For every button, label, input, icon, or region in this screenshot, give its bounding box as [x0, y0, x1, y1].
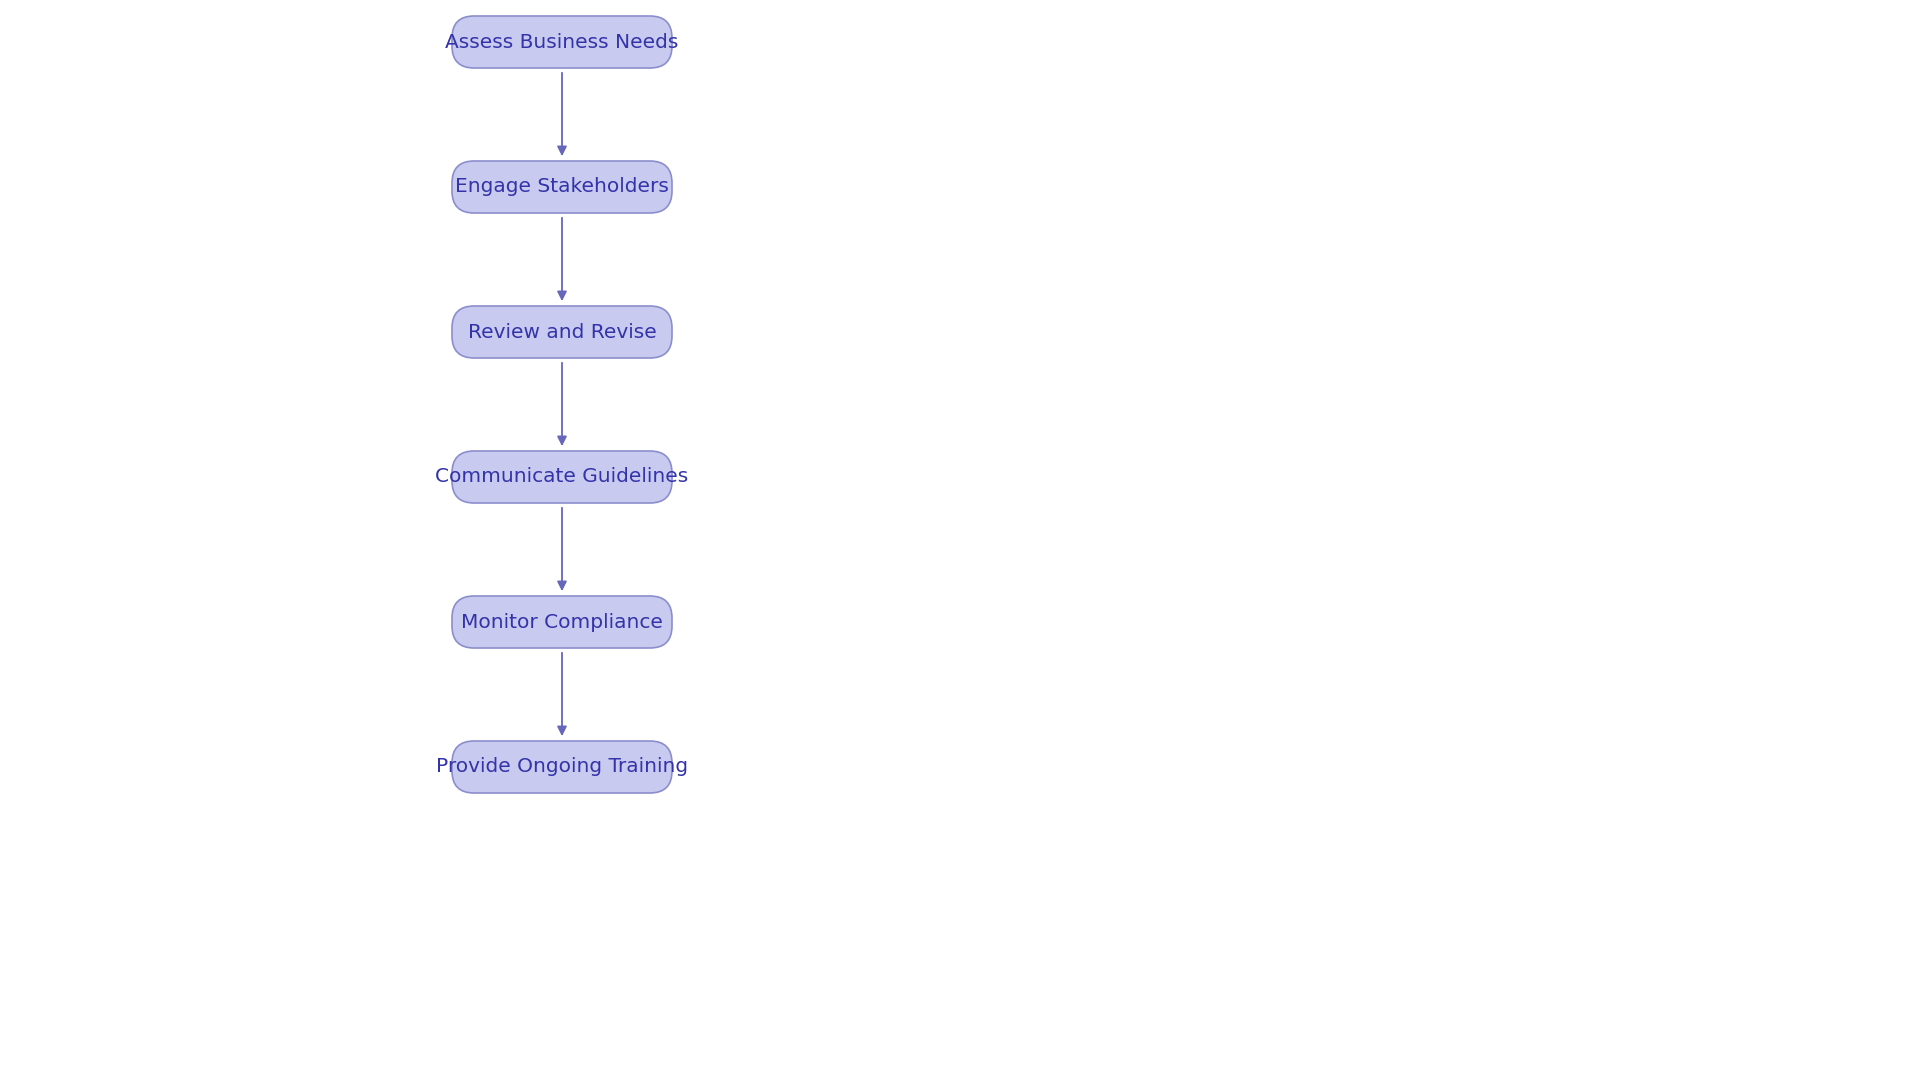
Text: Engage Stakeholders: Engage Stakeholders	[455, 178, 668, 196]
FancyBboxPatch shape	[451, 741, 672, 793]
Text: Assess Business Needs: Assess Business Needs	[445, 32, 678, 52]
FancyBboxPatch shape	[451, 596, 672, 648]
FancyBboxPatch shape	[451, 451, 672, 503]
Text: Communicate Guidelines: Communicate Guidelines	[436, 468, 689, 486]
Text: Review and Revise: Review and Revise	[468, 323, 657, 341]
Text: Provide Ongoing Training: Provide Ongoing Training	[436, 757, 687, 777]
FancyBboxPatch shape	[451, 161, 672, 213]
FancyBboxPatch shape	[451, 16, 672, 68]
Text: Monitor Compliance: Monitor Compliance	[461, 613, 662, 631]
FancyBboxPatch shape	[451, 306, 672, 358]
